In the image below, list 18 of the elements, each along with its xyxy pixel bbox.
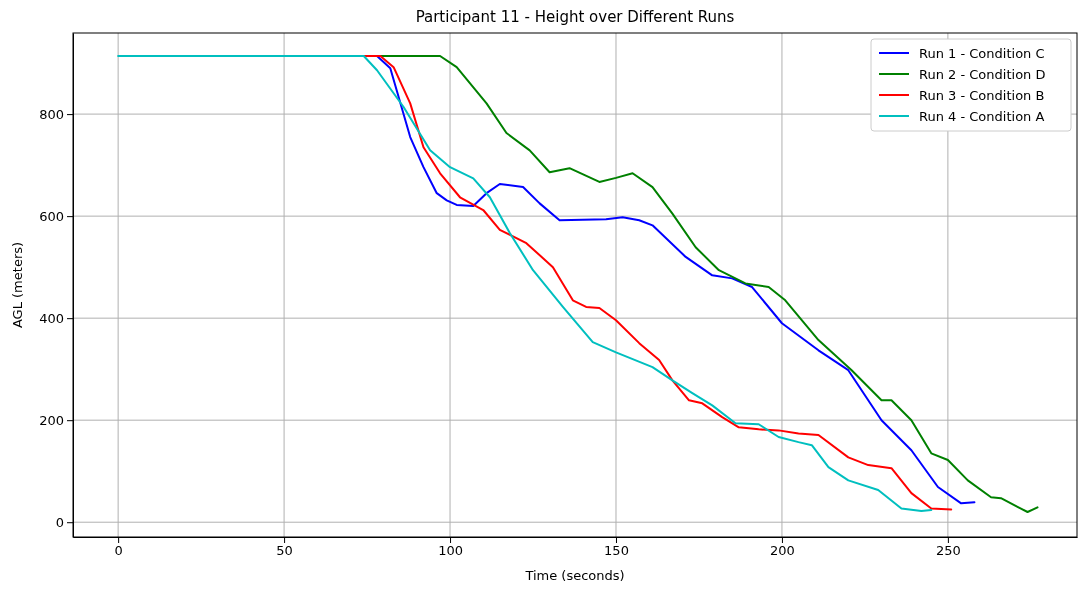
x-tick-label: 150 xyxy=(604,543,629,559)
x-tick-label: 100 xyxy=(438,543,463,559)
y-tick-label: 200 xyxy=(39,412,64,428)
x-tick-label: 200 xyxy=(770,543,795,559)
legend-label: Run 4 - Condition A xyxy=(919,109,1045,124)
x-tick-label: 250 xyxy=(935,543,961,559)
legend-label: Run 2 - Condition D xyxy=(919,67,1046,82)
chart-title: Participant 11 - Height over Different Runs xyxy=(415,8,735,26)
legend-label: Run 3 - Condition B xyxy=(919,88,1045,103)
y-tick-label: 600 xyxy=(39,208,64,224)
x-tick-label: 0 xyxy=(114,543,123,559)
y-tick-label: 400 xyxy=(39,310,64,326)
y-tick-label: 800 xyxy=(39,106,64,122)
x-tick-label: 50 xyxy=(276,543,293,559)
y-axis-title: AGL (meters) xyxy=(10,241,25,329)
x-axis-title: Time (seconds) xyxy=(524,568,625,583)
legend-label: Run 1 - Condition C xyxy=(919,46,1045,61)
y-tick-label: 0 xyxy=(55,514,64,530)
